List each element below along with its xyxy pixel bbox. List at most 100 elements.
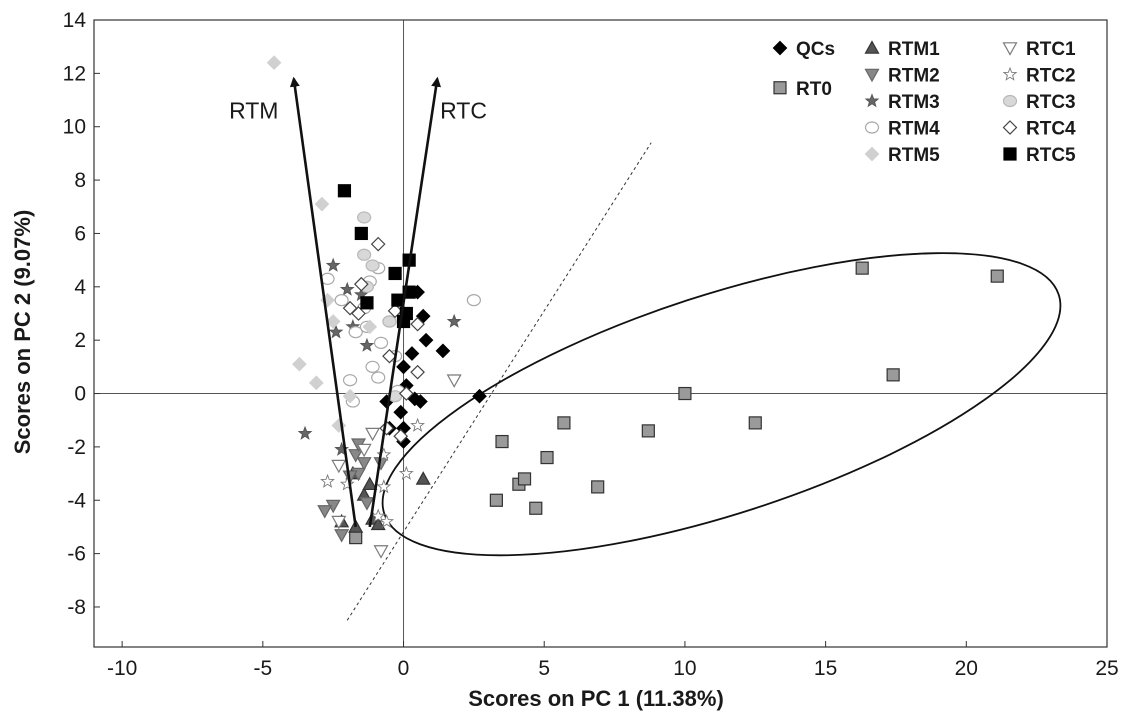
point-rtm5-8 — [362, 319, 378, 335]
point-rtc1-2 — [331, 515, 347, 530]
point-rt0-13 — [855, 261, 869, 275]
point-rtc2-5 — [398, 465, 414, 480]
point-rtc2-1 — [320, 473, 335, 488]
point-rt0-6 — [529, 501, 543, 515]
point-rtc4-5 — [387, 303, 403, 319]
x-tick-label-25: 25 — [1095, 657, 1118, 680]
x-tick-label--5: -5 — [253, 657, 272, 680]
point-rt0-7 — [540, 450, 554, 465]
point-rtc2-7 — [410, 417, 426, 432]
loading-vectors: RTM RTC — [229, 76, 487, 528]
point-rtc5-1 — [337, 184, 352, 198]
point-rtm2-8 — [317, 505, 333, 519]
point-rt0-8 — [557, 416, 571, 430]
legend-label-rtc3: RTC3 — [1026, 92, 1076, 113]
point-qcs-6 — [404, 346, 420, 361]
point-rtc2-3 — [379, 513, 395, 528]
legend-label-rt0: RT0 — [796, 79, 832, 100]
legend-marker-rtm1 — [864, 40, 880, 54]
y-tick-label--6: -6 — [67, 543, 86, 566]
point-rtc1-4 — [365, 427, 381, 442]
point-rt0-2 — [495, 434, 509, 449]
point-rtm2-2 — [334, 529, 350, 543]
point-qcs-12 — [435, 343, 451, 359]
point-rtm5-3 — [308, 375, 324, 391]
y-tick-label--4: -4 — [67, 489, 86, 512]
legend: QCs RT0 RTM1 RTM2 RTM3 RTM4 RTM5 RTC1 RTC2 RTC3 RT… — [772, 39, 1076, 166]
point-rtc4-6 — [410, 316, 425, 332]
y-tick-label--2: -2 — [67, 436, 86, 459]
point-rt0-5 — [517, 472, 532, 486]
point-rtc4-10 — [353, 276, 369, 292]
plot-decorations — [94, 20, 1107, 647]
rt0-cluster-ellipse — [381, 252, 1062, 557]
point-rtm4-2 — [334, 294, 349, 307]
y-tick-label-6: 6 — [74, 222, 86, 245]
legend-marker-rtm2 — [864, 68, 880, 83]
point-rtc3-2 — [357, 248, 372, 261]
axes: -10 -5 0 5 10 15 20 25 -8 -6 -4 -2 0 2 4 6 8 10 12 14 — [63, 9, 1119, 680]
point-rtc4-3 — [370, 236, 386, 252]
y-tick-label-4: 4 — [74, 276, 86, 299]
point-rtm4-15 — [371, 371, 386, 384]
point-rtc1-5 — [331, 459, 347, 474]
point-qcs-8 — [413, 394, 428, 409]
point-rtm5-1 — [266, 55, 282, 71]
y-tick-label--8: -8 — [67, 596, 86, 619]
legend-marker-rtm3 — [864, 93, 880, 108]
plot-frame — [93, 19, 1108, 648]
point-rt0-3 — [489, 493, 503, 507]
point-rt0-14 — [886, 368, 900, 382]
point-rtm3-7 — [359, 337, 375, 352]
point-rtm4-8 — [365, 360, 380, 373]
point-rtm3-8 — [328, 324, 344, 339]
point-qcs-13 — [472, 388, 487, 404]
point-rtm1-8 — [362, 476, 378, 491]
legend-marker-rtc2 — [1002, 66, 1018, 81]
point-rtc5-4 — [388, 266, 402, 281]
point-rtm5-2 — [292, 356, 307, 372]
point-rtc1-3 — [446, 374, 462, 388]
point-rtc2-4 — [370, 508, 386, 523]
point-rtc2-2 — [339, 476, 355, 491]
point-rtm1-4 — [370, 516, 386, 531]
legend-marker-rt0 — [773, 81, 787, 95]
legend-label-rtm1: RTM1 — [888, 39, 940, 60]
point-rtc5-3 — [360, 296, 374, 310]
legend-label-rtc1: RTC1 — [1026, 39, 1076, 60]
point-rtc4-2 — [351, 306, 366, 321]
point-rtc5-2 — [354, 226, 368, 241]
x-tick-label-0: 0 — [398, 657, 410, 680]
legend-label-rtm3: RTM3 — [888, 92, 940, 113]
point-rtc4-4 — [382, 348, 397, 364]
legend-label-rtm2: RTM2 — [888, 66, 940, 87]
legend-label-rtm5: RTM5 — [888, 145, 940, 166]
y-tick-label-10: 10 — [63, 116, 86, 139]
point-rtc2-8 — [376, 447, 392, 462]
point-rtm5-4 — [314, 196, 330, 212]
y-tick-label-8: 8 — [74, 169, 86, 192]
legend-marker-rtm5 — [864, 146, 880, 162]
legend-label-rtm4: RTM4 — [888, 119, 940, 140]
point-rtm4-3 — [342, 374, 358, 387]
point-rtc4-8 — [393, 428, 409, 444]
point-qcs-15 — [393, 404, 409, 420]
x-tick-label-5: 5 — [538, 657, 550, 680]
point-rt0-9 — [591, 480, 605, 494]
x-axis-title: Scores on PC 1 (11.38%) — [468, 686, 724, 711]
legend-label-rtc4: RTC4 — [1026, 119, 1076, 140]
point-rtm4-16 — [348, 326, 363, 339]
point-rtm3-3 — [334, 441, 350, 456]
point-rtm4-10 — [373, 336, 389, 349]
legend-marker-rtc3 — [1002, 94, 1018, 108]
point-rtm5-6 — [325, 314, 341, 329]
point-rtc3-7 — [365, 259, 380, 272]
point-rtm5-7 — [342, 388, 358, 404]
point-rtc1-1 — [373, 545, 389, 559]
y-tick-label-0: 0 — [74, 383, 86, 406]
legend-marker-rtc4 — [1002, 120, 1018, 135]
point-rt0-10 — [641, 424, 655, 438]
point-rtm1-7 — [415, 471, 431, 485]
point-rtm3-1 — [297, 425, 313, 440]
